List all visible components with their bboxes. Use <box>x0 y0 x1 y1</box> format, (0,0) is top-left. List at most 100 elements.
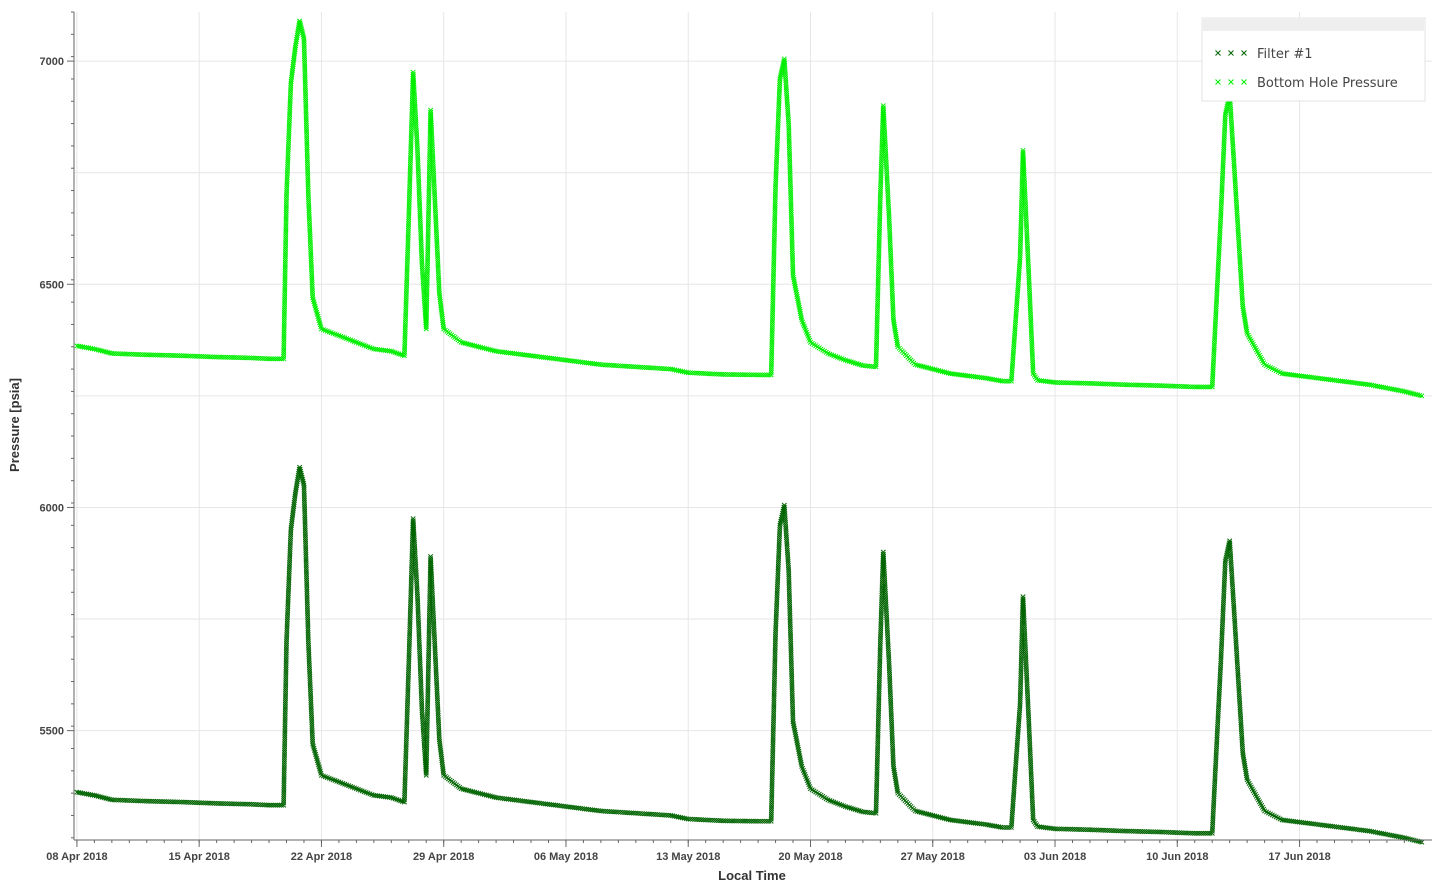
data-point <box>282 297 288 303</box>
data-point <box>735 372 741 378</box>
data-point <box>755 818 761 824</box>
data-point <box>282 723 288 730</box>
x-tick-label: 06 May 2018 <box>534 851 598 863</box>
data-point <box>281 800 287 806</box>
data-point <box>722 371 728 378</box>
data-point <box>281 325 287 331</box>
data-point <box>282 708 288 714</box>
data-point <box>283 236 289 242</box>
data-point <box>1198 384 1204 390</box>
data-point <box>283 227 289 233</box>
data-point <box>281 340 287 347</box>
data-point <box>282 290 288 296</box>
data-point <box>283 212 289 218</box>
data-point <box>270 356 276 362</box>
x-tick-label: 22 Apr 2018 <box>291 851 352 863</box>
data-point <box>282 743 288 749</box>
data-point <box>281 332 287 338</box>
data-point <box>751 818 757 824</box>
data-point <box>1203 384 1209 390</box>
data-point <box>281 761 287 767</box>
data-point <box>727 371 733 378</box>
y-tick-label: 7000 <box>40 56 64 68</box>
data-point <box>1203 830 1209 836</box>
data-point <box>281 319 287 325</box>
data-point <box>282 284 288 290</box>
legend[interactable]: Filter #1 Bottom Hole Pressure <box>1201 17 1426 102</box>
data-point <box>282 286 288 292</box>
data-point <box>281 774 287 780</box>
legend-item-bottom-hole-pressure[interactable]: Bottom Hole Pressure <box>1215 76 1398 91</box>
x-tick-label: 27 May 2018 <box>901 851 965 863</box>
data-point <box>272 802 278 808</box>
data-point <box>281 765 287 771</box>
data-point <box>755 372 761 378</box>
data-point <box>282 273 288 279</box>
x-tick-label: 29 Apr 2018 <box>413 851 474 863</box>
data-point <box>282 728 288 734</box>
data-point <box>1205 830 1211 836</box>
data-point <box>753 372 759 378</box>
data-point <box>281 330 287 336</box>
data-point <box>1194 830 1200 836</box>
data-point <box>281 778 287 784</box>
data-point <box>282 732 288 738</box>
data-point <box>744 818 750 824</box>
series-filter-1 <box>74 464 1425 845</box>
data-point <box>283 691 289 697</box>
data-point <box>281 752 288 758</box>
legend-box <box>1201 17 1426 102</box>
data-point <box>757 372 763 378</box>
x-tick-label: 13 May 2018 <box>656 851 720 863</box>
data-point <box>731 372 737 378</box>
x-tick-label: 20 May 2018 <box>778 851 842 863</box>
data-point <box>282 726 288 732</box>
data-point <box>282 748 288 754</box>
data-point <box>1419 393 1425 399</box>
data-point <box>1004 378 1010 384</box>
data-point <box>1004 824 1010 831</box>
x-tick-label: 10 Jun 2018 <box>1146 851 1208 863</box>
data-point <box>281 306 288 312</box>
data-point <box>283 209 289 216</box>
data-point <box>281 763 287 769</box>
data-point <box>282 704 288 710</box>
data-point <box>281 349 287 355</box>
data-point <box>283 658 289 664</box>
data-point <box>283 689 289 695</box>
legend-marker <box>1215 79 1221 85</box>
data-point <box>282 268 288 275</box>
data-point <box>282 717 288 723</box>
data-point <box>283 196 289 202</box>
data-point <box>282 715 288 721</box>
data-point <box>283 203 289 209</box>
data-point <box>283 649 289 655</box>
data-point <box>281 793 287 800</box>
data-point <box>282 257 288 264</box>
data-point <box>740 818 746 824</box>
data-point <box>283 223 289 229</box>
data-point <box>283 665 289 671</box>
data-point <box>283 647 289 653</box>
data-point <box>980 821 986 827</box>
data-point <box>281 776 287 782</box>
legend-marker <box>1228 50 1234 56</box>
data-point <box>1000 378 1006 384</box>
data-point <box>283 238 289 244</box>
legend-item-filter-1[interactable]: Filter #1 <box>1215 47 1313 62</box>
data-point <box>1295 819 1301 825</box>
data-point <box>282 295 288 301</box>
data-point <box>281 343 287 349</box>
legend-header <box>1203 19 1424 31</box>
data-point <box>281 356 287 362</box>
data-point <box>762 818 768 824</box>
data-point <box>282 271 288 277</box>
data-point <box>1196 830 1202 836</box>
data-point <box>762 372 768 378</box>
x-tick-label: 17 Jun 2018 <box>1268 851 1330 863</box>
data-point <box>729 372 735 378</box>
data-point <box>282 277 288 283</box>
data-point <box>1196 384 1202 390</box>
data-point <box>282 699 288 706</box>
